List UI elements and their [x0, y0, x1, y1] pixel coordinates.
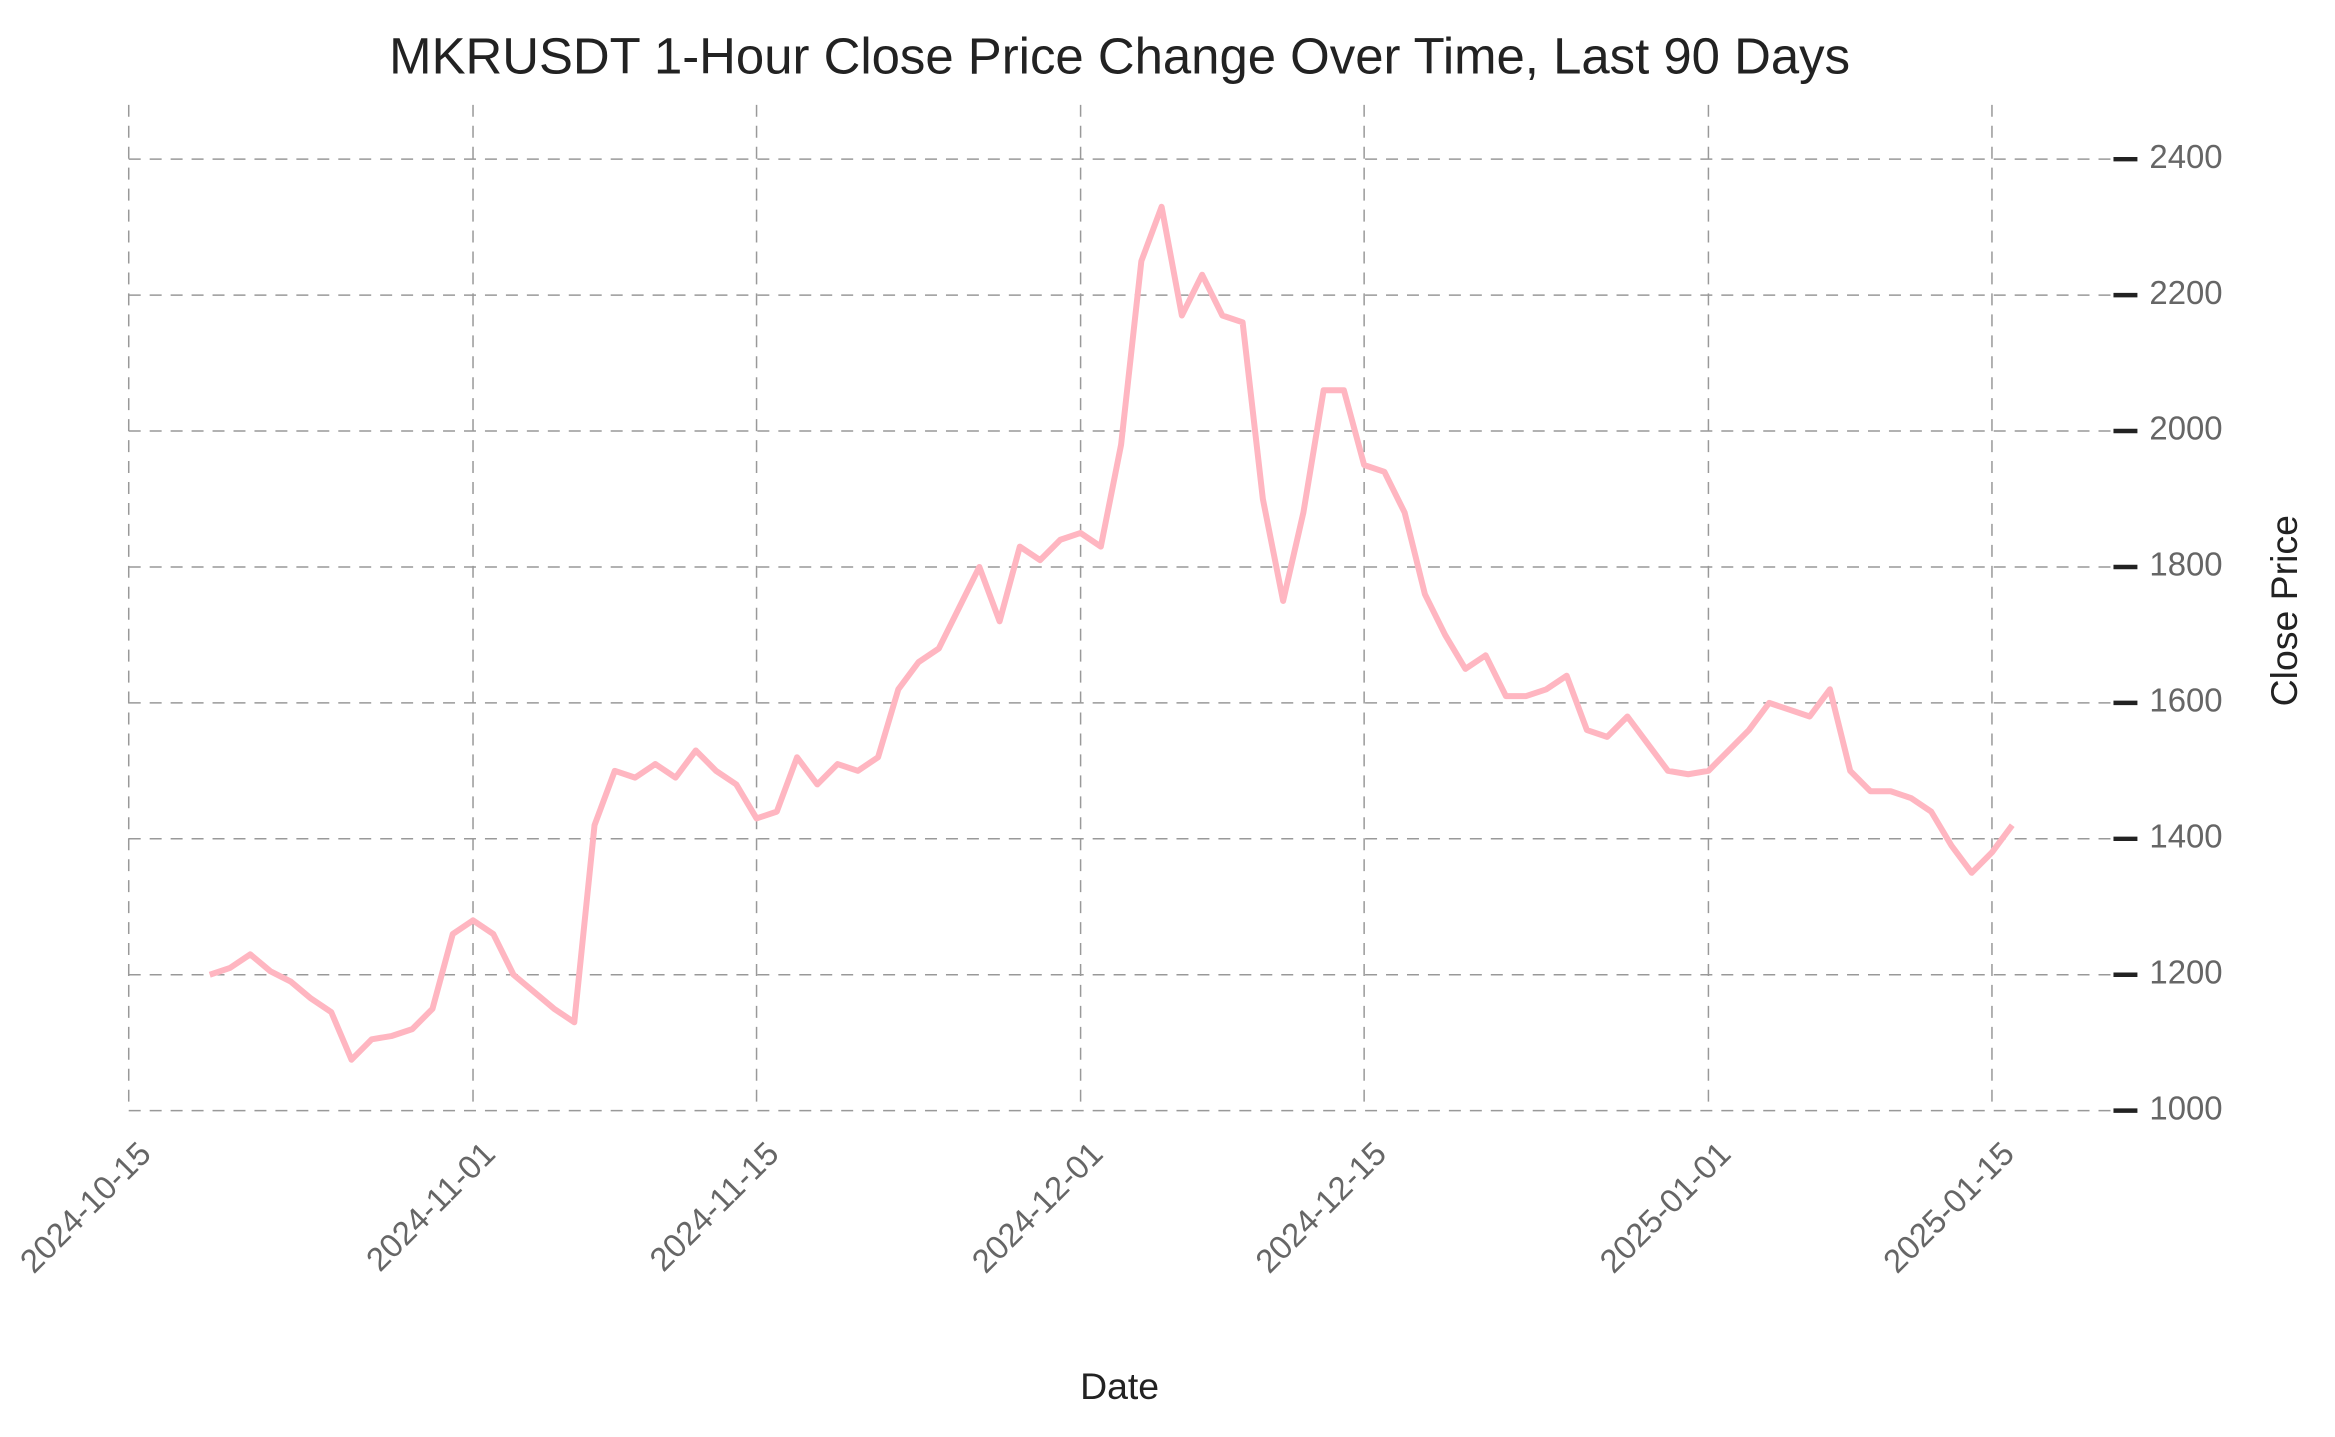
y-tick-label: 1000 [2149, 1089, 2222, 1126]
x-tick-label: 2025-01-15 [1876, 1135, 2021, 1280]
y-tick-label: 2000 [2149, 410, 2222, 447]
y-tick-label: 2200 [2149, 274, 2222, 311]
x-tick-label: 2024-10-15 [13, 1135, 158, 1280]
x-tick-label: 2024-11-01 [359, 1135, 502, 1278]
y-tick-label: 1200 [2149, 953, 2222, 990]
y-tick-label: 1800 [2149, 546, 2222, 583]
price-line [208, 203, 2015, 1063]
y-axis-label: Close Price [2263, 515, 2305, 706]
y-tick-label: 2400 [2149, 138, 2222, 175]
x-axis-label: Date [1080, 1365, 1159, 1407]
x-tick-label: 2024-12-01 [964, 1135, 1109, 1280]
y-tick-label: 1600 [2149, 682, 2222, 719]
x-tick-label: 2024-11-15 [642, 1135, 785, 1278]
y-tick-label: 1400 [2149, 818, 2222, 855]
x-tick-label: 2025-01-01 [1592, 1135, 1737, 1280]
chart-title: MKRUSDT 1-Hour Close Price Change Over T… [389, 27, 1850, 84]
x-tick-label: 2024-12-15 [1248, 1135, 1393, 1280]
